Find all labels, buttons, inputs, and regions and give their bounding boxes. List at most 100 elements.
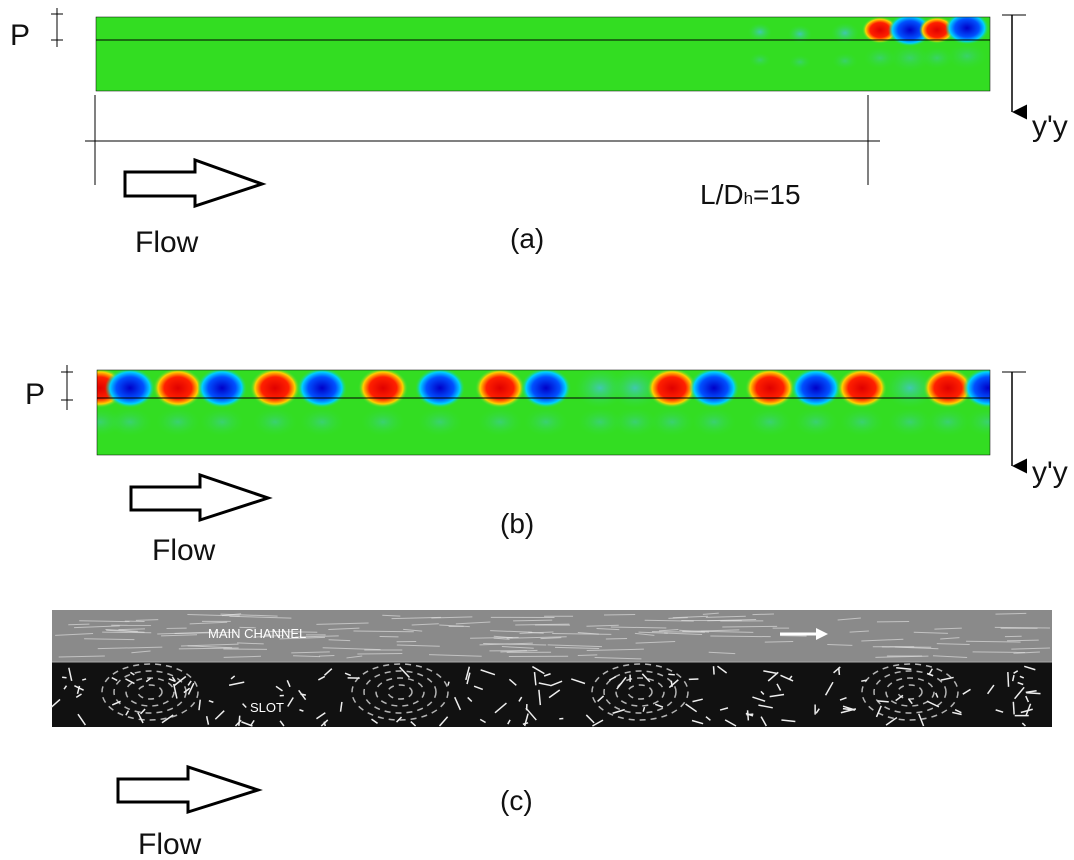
streak <box>77 713 87 726</box>
streak <box>410 720 417 727</box>
streak <box>837 617 861 621</box>
streak <box>926 672 934 677</box>
flow-label: Flow <box>135 226 199 259</box>
streak <box>760 690 765 695</box>
vortex <box>837 370 887 408</box>
vortex <box>475 370 525 408</box>
flow-arrow <box>129 472 273 523</box>
flow-arrow <box>123 157 267 209</box>
streak <box>111 676 118 682</box>
streak <box>187 645 233 649</box>
vortex <box>250 370 300 408</box>
region-label: SLOT <box>250 700 284 715</box>
streak <box>538 682 551 687</box>
eddy <box>615 677 665 707</box>
streak <box>610 626 667 629</box>
streak <box>208 699 214 703</box>
vortex-shadow <box>832 52 858 70</box>
streak <box>815 708 820 714</box>
streak <box>926 700 940 708</box>
streak <box>586 648 644 652</box>
streak <box>187 614 240 617</box>
streak <box>178 647 239 650</box>
streak <box>752 613 774 616</box>
streak <box>842 707 855 711</box>
streak <box>995 709 1004 713</box>
streak <box>700 630 754 633</box>
streak <box>63 685 68 690</box>
vortex-shadow <box>920 47 954 69</box>
eddy <box>113 670 187 714</box>
streak <box>705 615 746 618</box>
streak <box>682 629 740 632</box>
vortex-shadow <box>418 408 462 436</box>
streak <box>913 631 948 634</box>
streak <box>506 636 567 639</box>
streak <box>399 666 411 679</box>
vortex-shadow <box>156 408 200 436</box>
vortex <box>963 370 990 408</box>
streak <box>328 627 360 631</box>
vortex-shadow <box>478 408 522 436</box>
streak <box>966 640 1021 643</box>
axis-label: y'y <box>1032 456 1068 489</box>
vortex <box>791 370 841 408</box>
streak <box>1012 701 1015 715</box>
streak <box>908 698 913 705</box>
streak <box>68 667 73 682</box>
streak <box>655 703 664 708</box>
vortex-shadow <box>200 408 244 436</box>
pitch-label: P <box>25 378 45 411</box>
eddy <box>363 670 437 714</box>
vortex-shadow <box>890 44 930 72</box>
streak <box>1026 692 1041 695</box>
streak <box>1013 670 1019 674</box>
streak <box>1025 695 1030 703</box>
streak <box>371 718 378 724</box>
streak <box>479 718 486 724</box>
streak <box>1014 686 1025 700</box>
streak <box>214 710 225 720</box>
eddy <box>137 684 163 700</box>
vortex-shadow <box>748 408 792 436</box>
streak <box>608 675 617 681</box>
vortex <box>745 370 795 408</box>
streak <box>972 651 1025 653</box>
streak <box>508 678 517 686</box>
streak <box>267 630 318 633</box>
streak <box>954 709 962 714</box>
streak <box>776 683 782 691</box>
streak <box>780 674 794 682</box>
streak <box>161 714 174 724</box>
streak <box>317 675 326 681</box>
streak <box>934 627 962 630</box>
streak <box>58 655 105 658</box>
streak <box>1007 639 1039 642</box>
streak <box>788 675 793 680</box>
panel-b: P y'y Flow (b) <box>25 365 1068 567</box>
streak <box>548 689 561 699</box>
streak <box>500 649 538 653</box>
streak <box>55 632 94 636</box>
streak <box>74 625 120 629</box>
streak <box>161 634 198 637</box>
streak <box>597 695 605 703</box>
streak <box>84 638 135 641</box>
vortex <box>415 370 465 408</box>
vortex <box>105 370 155 408</box>
vortex <box>297 370 347 408</box>
vortex <box>748 23 772 41</box>
streak <box>465 666 471 681</box>
streak <box>242 703 247 709</box>
streak <box>758 704 773 709</box>
streak <box>935 692 939 698</box>
eddy <box>375 677 425 707</box>
eddy <box>387 684 413 700</box>
streak <box>936 643 970 646</box>
streak <box>183 687 191 694</box>
streak <box>519 631 554 634</box>
streak <box>480 669 496 676</box>
panel-a: P y'y L/Dh=15 Flow (a) <box>10 8 1068 259</box>
streak <box>635 640 676 644</box>
